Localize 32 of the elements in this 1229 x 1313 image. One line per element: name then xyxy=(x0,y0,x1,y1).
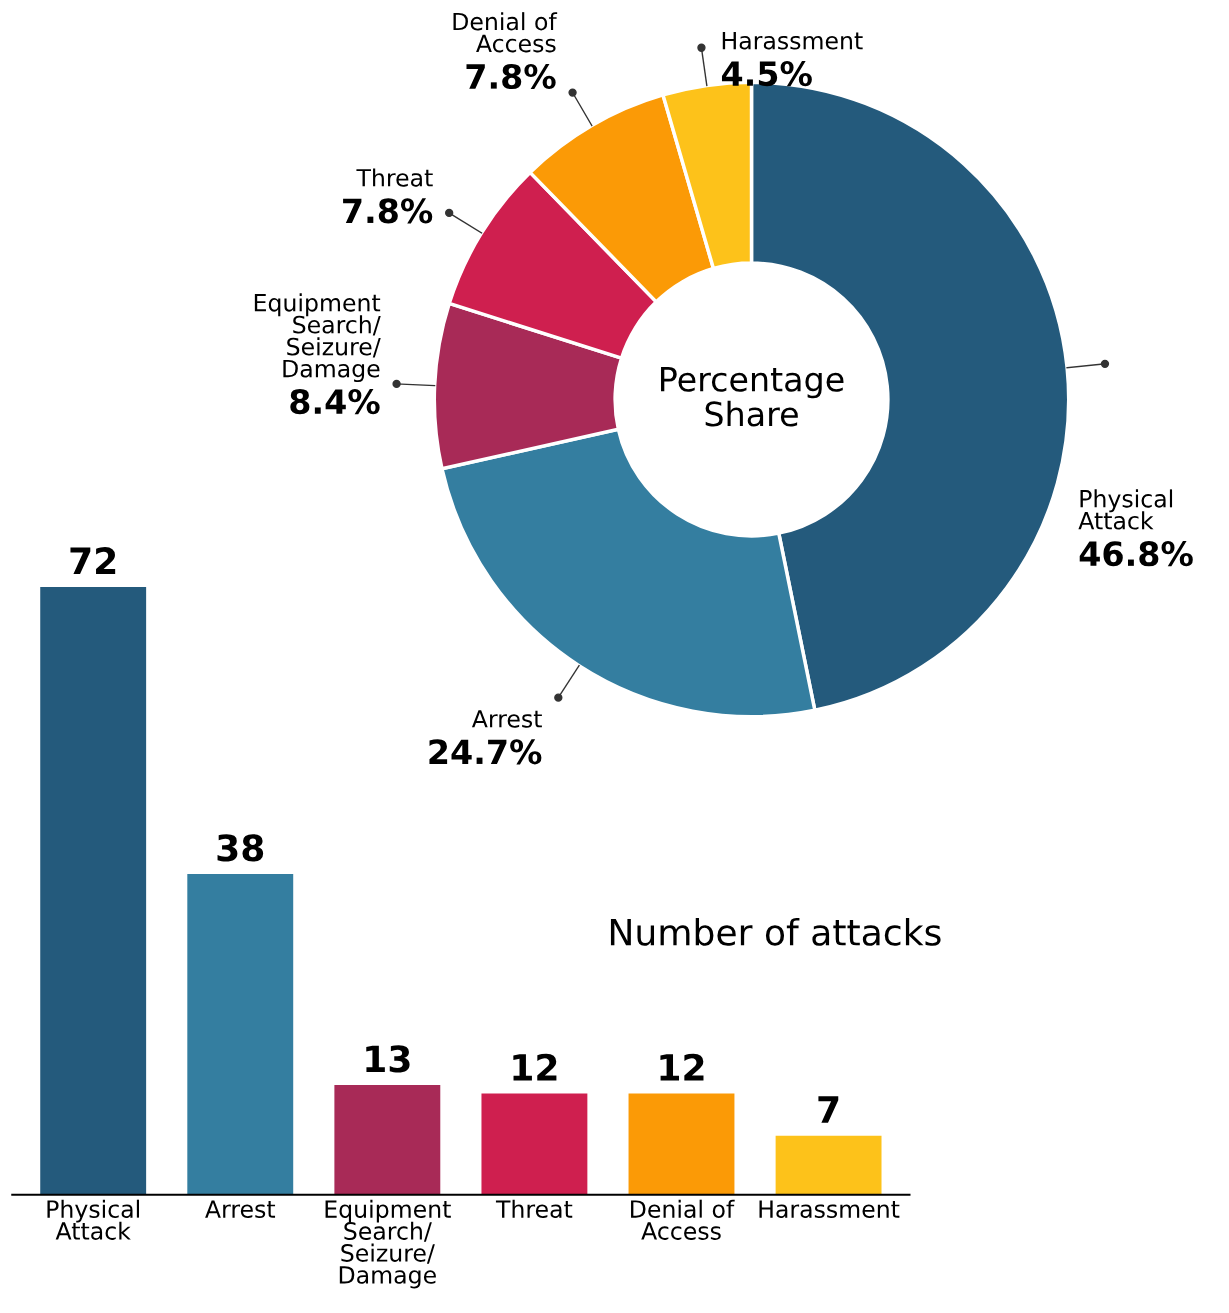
slice-label: Harassment xyxy=(722,31,863,50)
x-tick-label: Physical Attack xyxy=(47,1199,139,1240)
slice-label: Arrest xyxy=(471,710,542,728)
slice-label: Threat xyxy=(356,168,433,187)
slice-label: Physical Attack xyxy=(1078,489,1173,530)
x-tick-label: Arrest xyxy=(205,1200,276,1218)
x-tick-label: Threat xyxy=(495,1199,573,1218)
bar xyxy=(481,1093,588,1195)
bar xyxy=(775,1135,882,1195)
data-label: 46.8% xyxy=(1079,541,1193,567)
data-label: 12 xyxy=(660,1053,704,1081)
text: Percentage Share xyxy=(661,367,844,427)
data-label: 38 xyxy=(217,834,264,862)
slice-label: Equipment Search/ Seizure/ Damage xyxy=(254,293,381,383)
x-tick-label: Harassment xyxy=(759,1200,900,1218)
data-label: 8.4% xyxy=(290,389,380,415)
data-label: 72 xyxy=(70,547,116,574)
bar xyxy=(628,1093,735,1195)
data-label: 24.7% xyxy=(429,739,542,765)
data-label: 12 xyxy=(513,1053,557,1081)
data-label: 13 xyxy=(366,1045,410,1073)
x-tick-label: Denial of Access xyxy=(631,1199,735,1240)
bar xyxy=(334,1085,441,1195)
bar xyxy=(40,586,147,1195)
data-label: 7.8% xyxy=(343,198,433,224)
text: Number of attacks xyxy=(610,917,941,946)
slice-label: Denial of Access xyxy=(453,12,558,53)
bar xyxy=(187,874,294,1195)
data-label: 4.5% xyxy=(721,60,812,87)
data-label: 7 xyxy=(818,1096,839,1123)
data-label: 7.8% xyxy=(466,63,556,90)
x-tick-label: Equipment Search/ Seizure/ Damage xyxy=(325,1199,451,1289)
